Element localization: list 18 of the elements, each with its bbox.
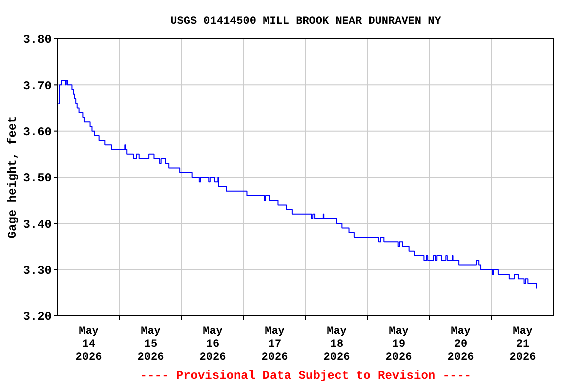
y-tick-label: 3.70 [23,79,52,94]
y-tick-label: 3.20 [23,310,52,324]
y-axis-title: Gage height, feet [6,116,20,239]
x-tick-label: May 20 2026 [448,326,474,364]
y-tick-label: 3.80 [23,33,52,48]
y-tick-label: 3.30 [23,264,52,278]
x-tick-label: May 15 2026 [138,326,164,364]
x-tick-label: May 19 2026 [386,326,412,364]
x-tick-label: May 21 2026 [510,326,536,364]
x-tick-label: May 16 2026 [200,326,226,364]
x-tick-label: May 17 2026 [262,326,288,364]
text: ---- Provisional Data Subject to Revision ---- [140,369,472,383]
x-tick-label: May 18 2026 [324,326,350,364]
x-tick-label: May 14 2026 [76,326,102,364]
chart-title: USGS 01414500 MILL BROOK NEAR DUNRAVEN NY [170,16,442,28]
y-tick-label: 3.40 [23,218,52,232]
y-tick-label: 3.50 [23,172,52,186]
y-tick-label: 3.60 [23,126,52,140]
